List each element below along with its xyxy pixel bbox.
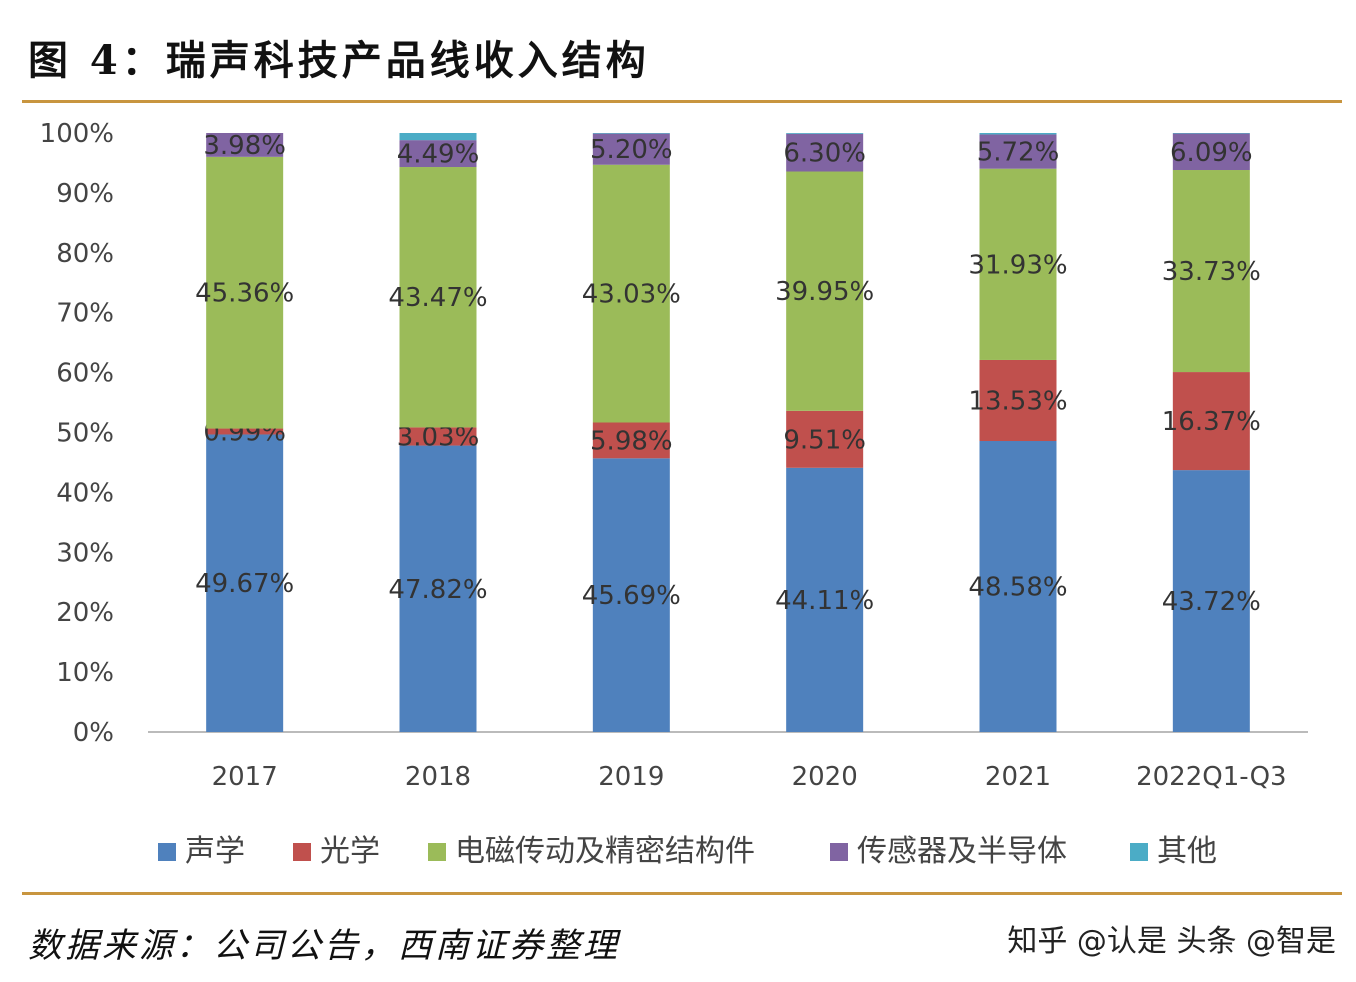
legend-label: 其他	[1157, 834, 1217, 869]
data-label: 33.73%	[1162, 257, 1261, 287]
bar-segment	[399, 445, 477, 732]
data-label: 6.30%	[783, 139, 866, 169]
bar-segment	[206, 434, 284, 732]
legend-swatch	[1130, 843, 1148, 861]
bar-segment	[592, 133, 670, 134]
bar-segment	[979, 133, 1057, 135]
bar-segment	[786, 467, 864, 732]
watermark: 知乎 @认是 头条 @智是	[1007, 924, 1336, 959]
bar-segment	[786, 171, 864, 411]
bar-segment	[979, 359, 1057, 442]
data-label: 13.53%	[968, 386, 1067, 416]
legend-label: 光学	[320, 834, 380, 869]
data-label: 39.95%	[775, 277, 874, 307]
bar-segment	[786, 133, 864, 134]
bar-segment	[592, 133, 670, 165]
x-tick-label: 2022Q1-Q3	[1136, 762, 1287, 792]
data-label: 47.82%	[388, 575, 487, 605]
data-label: 45.36%	[195, 279, 294, 309]
y-tick-label: 50%	[56, 419, 114, 449]
data-label: 3.98%	[203, 131, 286, 161]
data-label: 5.98%	[590, 426, 673, 456]
data-label: 3.03%	[397, 422, 480, 452]
bar-segment	[1172, 133, 1250, 171]
bar-segment	[1172, 170, 1250, 373]
bar-segment	[399, 140, 477, 168]
y-tick-label: 10%	[56, 658, 114, 688]
x-tick-label: 2018	[405, 762, 471, 792]
bar-segment	[1172, 470, 1250, 732]
figure-title: 图 4：瑞声科技产品线收入结构	[28, 37, 650, 84]
bar-segment	[206, 428, 284, 435]
y-tick-label: 60%	[56, 359, 114, 389]
data-label: 43.47%	[388, 283, 487, 313]
data-label: 5.20%	[590, 135, 673, 165]
legend-label: 声学	[185, 834, 245, 869]
y-tick-label: 100%	[40, 119, 114, 149]
data-label: 43.72%	[1162, 587, 1261, 617]
legend-swatch	[428, 843, 446, 861]
data-label: 49.67%	[195, 569, 294, 599]
y-tick-label: 70%	[56, 299, 114, 329]
bar-segment	[206, 156, 284, 429]
data-label: 9.51%	[783, 425, 866, 455]
bar-segment	[399, 133, 477, 141]
bar-segment	[1172, 133, 1250, 134]
data-label: 44.11%	[775, 586, 874, 616]
bar-segment	[592, 164, 670, 423]
bar-segment	[979, 168, 1057, 360]
y-tick-label: 90%	[56, 179, 114, 209]
data-label: 5.72%	[977, 138, 1060, 168]
bar-segment	[786, 133, 864, 172]
top-divider	[22, 100, 1342, 103]
y-tick-label: 0%	[73, 718, 114, 748]
legend-swatch	[830, 843, 848, 861]
bar-segment	[786, 410, 864, 468]
y-tick-label: 80%	[56, 239, 114, 269]
bar-segment	[399, 427, 477, 446]
data-label: 48.58%	[968, 573, 1067, 603]
legend-swatch	[158, 843, 176, 861]
bottom-divider	[22, 892, 1342, 895]
y-tick-label: 20%	[56, 598, 114, 628]
bar-segment	[592, 422, 670, 459]
y-tick-label: 40%	[56, 478, 114, 508]
data-label: 16.37%	[1162, 407, 1261, 437]
legend-label: 电磁传动及精密结构件	[455, 834, 755, 869]
legend-label: 传感器及半导体	[857, 834, 1067, 869]
bar-segment	[206, 133, 284, 157]
data-label: 43.03%	[582, 280, 681, 310]
source-note: 数据来源：公司公告，西南证券整理	[28, 926, 620, 966]
x-tick-label: 2020	[792, 762, 858, 792]
bar-segment	[1172, 372, 1250, 471]
bar-segment	[979, 441, 1057, 732]
bar-segment	[399, 167, 477, 428]
data-label: 45.69%	[582, 581, 681, 611]
bar-segment	[979, 134, 1057, 169]
legend-swatch	[293, 843, 311, 861]
data-label: 31.93%	[968, 250, 1067, 280]
x-tick-label: 2017	[212, 762, 278, 792]
bar-segment	[592, 458, 670, 732]
x-tick-label: 2019	[598, 762, 664, 792]
x-tick-label: 2021	[985, 762, 1051, 792]
data-label: 6.09%	[1170, 138, 1253, 168]
data-label: 4.49%	[397, 140, 480, 170]
y-tick-label: 30%	[56, 538, 114, 568]
